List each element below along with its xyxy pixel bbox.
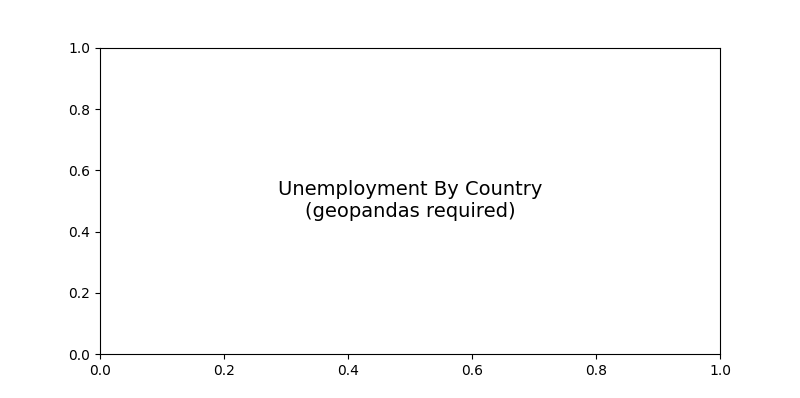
Text: Unemployment By Country
(geopandas required): Unemployment By Country (geopandas requi… [278, 180, 542, 222]
